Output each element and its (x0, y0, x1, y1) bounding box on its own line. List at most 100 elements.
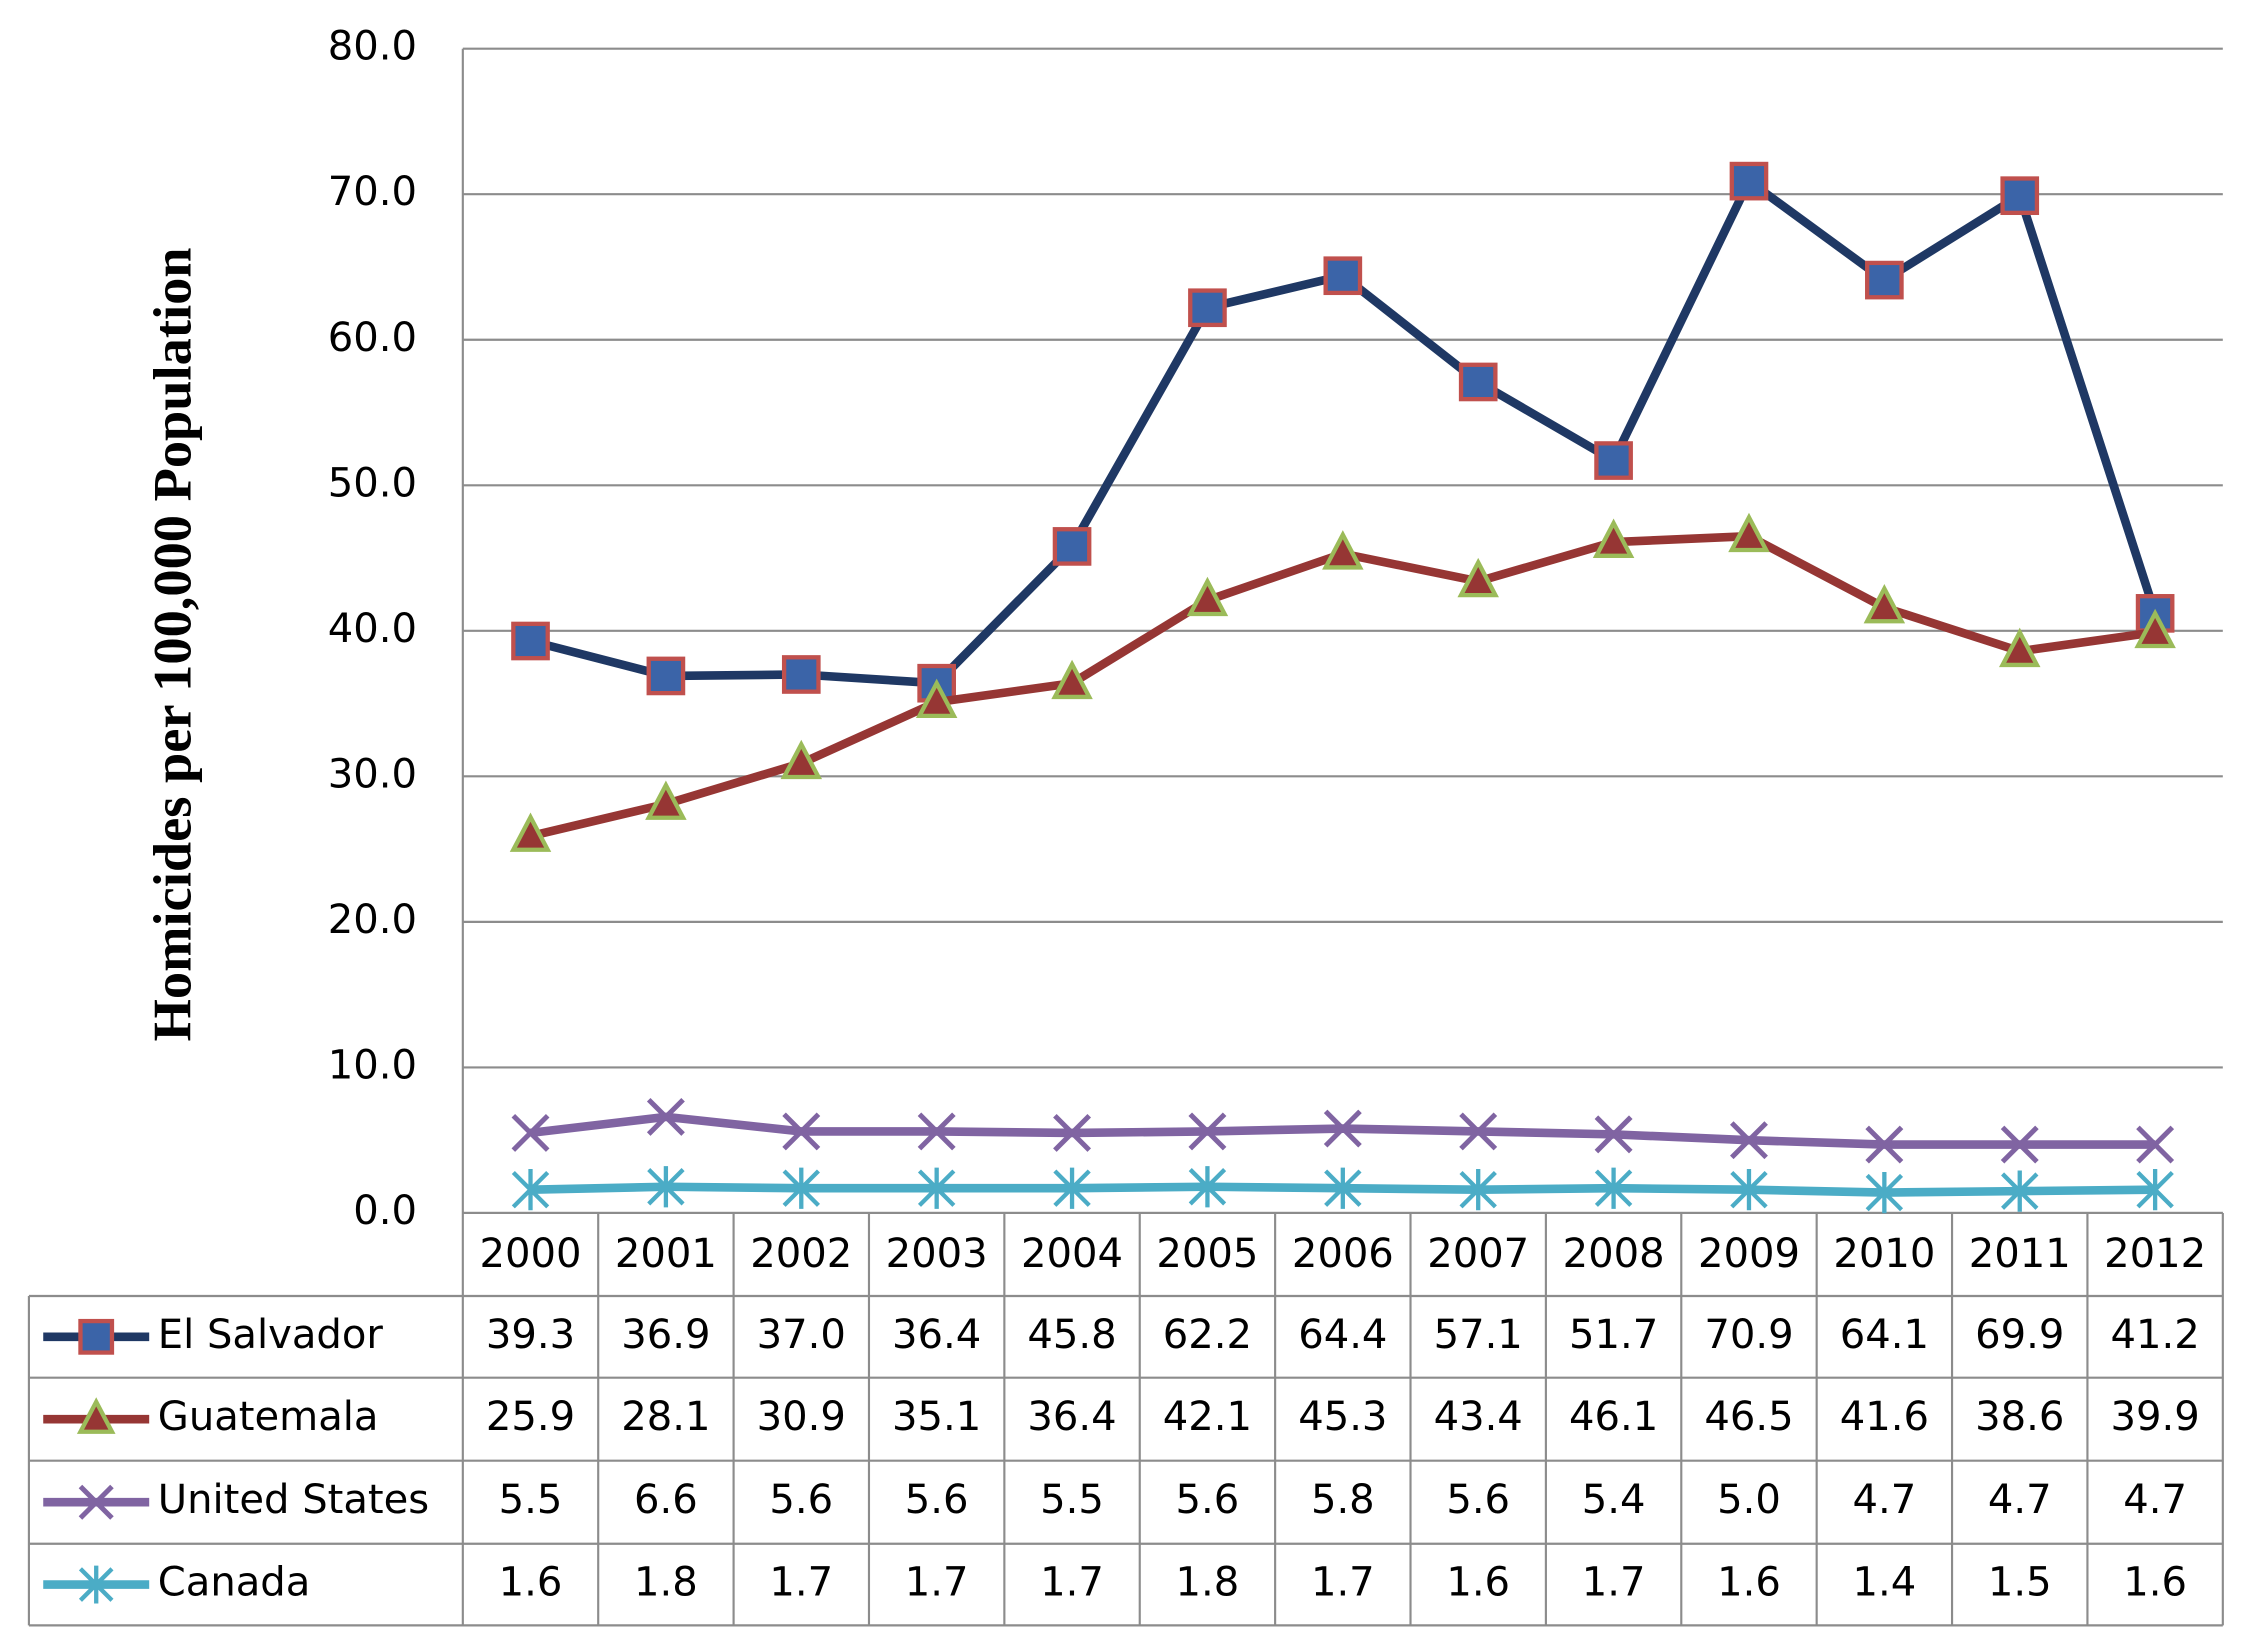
table-value: 1.8 (1176, 1560, 1240, 1606)
marker (1457, 557, 1499, 598)
y-axis-label: Homicides per 100,000 Population (142, 247, 202, 1041)
table-value: 1.6 (1446, 1560, 1510, 1606)
marker (1186, 576, 1229, 617)
x-tick-label: 2009 (1698, 1231, 1800, 1277)
table-value: 5.6 (769, 1477, 833, 1523)
marker (1594, 441, 1633, 480)
y-tick-label: 50.0 (328, 460, 417, 506)
table-value: 5.6 (905, 1477, 969, 1523)
marker (1458, 362, 1498, 402)
x-tick-label: 2011 (1969, 1231, 2071, 1277)
marker (509, 812, 552, 852)
y-tick-label: 20.0 (328, 897, 417, 943)
marker (1730, 1169, 1768, 1211)
marker (1053, 1167, 1091, 1209)
table-value: 30.9 (757, 1394, 846, 1440)
marker (917, 1167, 956, 1209)
y-tick-label: 0.0 (353, 1188, 417, 1234)
marker (1998, 627, 2041, 668)
x-tick-label: 2000 (480, 1231, 582, 1277)
table-value: 6.6 (634, 1477, 698, 1523)
marker (511, 621, 550, 661)
table-value: 62.2 (1163, 1312, 1252, 1358)
table-value: 36.4 (1027, 1394, 1116, 1440)
x-tick-label: 2002 (750, 1231, 852, 1277)
marker (511, 1113, 550, 1152)
legend-label: Guatemala (158, 1394, 379, 1440)
table-value: 25.9 (486, 1394, 575, 1440)
table-value: 42.1 (1163, 1394, 1252, 1440)
x-tick-label: 2006 (1292, 1231, 1394, 1277)
table-value: 36.4 (892, 1312, 981, 1358)
marker (1324, 1167, 1362, 1209)
marker (1188, 288, 1227, 328)
table-value: 43.4 (1434, 1394, 1523, 1440)
marker (1188, 1112, 1227, 1151)
x-tick-label: 2010 (1833, 1231, 1935, 1277)
table-value: 1.7 (769, 1560, 833, 1606)
marker (647, 1166, 685, 1208)
marker (917, 1112, 956, 1151)
table-value: 51.7 (1569, 1312, 1658, 1358)
legend-label: Canada (158, 1560, 311, 1606)
marker (1594, 1167, 1633, 1209)
table-value: 45.8 (1027, 1312, 1116, 1358)
table-value: 5.5 (1040, 1477, 1104, 1523)
marker (782, 1112, 821, 1151)
x-tick-label: 2007 (1427, 1231, 1529, 1277)
table-value: 5.8 (1311, 1477, 1375, 1523)
table-value: 1.4 (1852, 1560, 1916, 1606)
table-value: 45.3 (1298, 1394, 1387, 1440)
table-value: 4.7 (1852, 1477, 1916, 1523)
marker (2136, 1125, 2175, 1164)
marker (1459, 1112, 1498, 1151)
marker (1051, 659, 1093, 700)
marker (915, 678, 958, 719)
marker (1323, 1109, 1362, 1148)
marker (1592, 518, 1635, 558)
marker (1728, 512, 1770, 553)
y-tick-label: 30.0 (328, 751, 417, 797)
x-tick-label: 2008 (1563, 1231, 1665, 1277)
table-value: 5.0 (1717, 1477, 1781, 1523)
y-tick-label: 40.0 (328, 606, 417, 652)
marker (1322, 530, 1364, 570)
marker (1865, 260, 1904, 300)
table-value: 1.5 (1988, 1560, 2052, 1606)
marker (646, 656, 686, 696)
y-tick-label: 70.0 (328, 169, 417, 215)
marker (782, 1167, 820, 1209)
marker (1053, 1113, 1092, 1152)
marker (1594, 1115, 1633, 1154)
table-value: 39.3 (486, 1312, 575, 1358)
marker (1730, 1121, 1768, 1160)
marker (76, 1397, 116, 1434)
table-value: 1.7 (1311, 1560, 1375, 1606)
legend-label: El Salvador (158, 1312, 384, 1358)
table-value: 36.9 (621, 1312, 710, 1358)
marker (1865, 1171, 1904, 1214)
x-tick-label: 2012 (2104, 1231, 2206, 1277)
table-value: 5.6 (1446, 1477, 1510, 1523)
x-tick-label: 2001 (615, 1231, 717, 1277)
table-value: 70.9 (1704, 1312, 1793, 1358)
table-value: 5.6 (1176, 1477, 1240, 1523)
marker (1729, 161, 1769, 201)
table-value: 35.1 (892, 1394, 981, 1440)
marker (1459, 1169, 1497, 1211)
table-value: 5.5 (499, 1477, 563, 1523)
marker (2000, 1125, 2039, 1164)
table-value: 1.6 (1717, 1560, 1781, 1606)
marker (2000, 176, 2040, 216)
y-tick-label: 80.0 (328, 24, 417, 70)
table-value: 41.6 (1840, 1394, 1929, 1440)
x-tick-label: 2005 (1156, 1231, 1258, 1277)
marker (78, 1565, 114, 1604)
table-value: 1.7 (1040, 1560, 1104, 1606)
y-tick-label: 60.0 (328, 315, 417, 361)
marker (780, 739, 823, 780)
legend-label: United States (158, 1477, 429, 1523)
x-tick-label: 2003 (886, 1231, 988, 1277)
